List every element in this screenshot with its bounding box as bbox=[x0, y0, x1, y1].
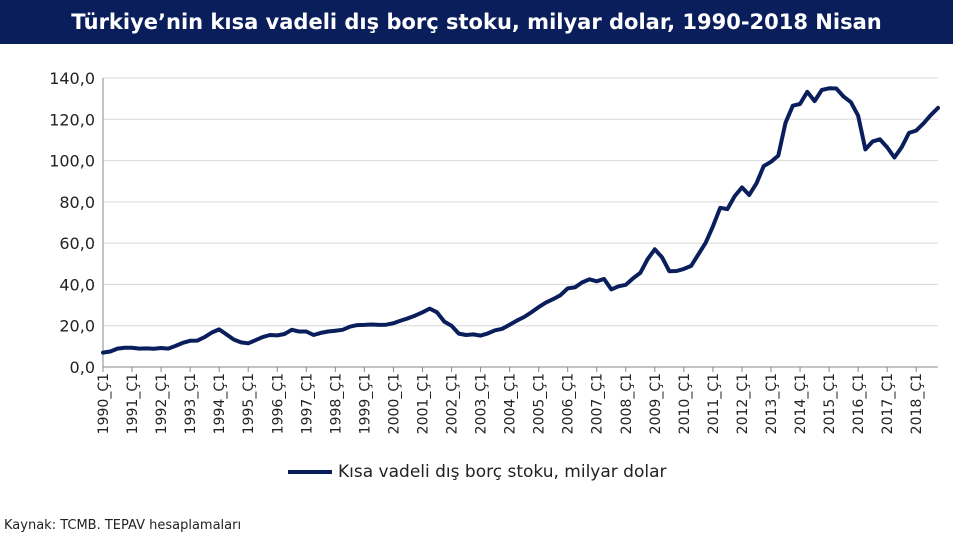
x-tick-label: 1993_Ç1 bbox=[183, 373, 199, 434]
y-tick-label: 120,0 bbox=[49, 110, 95, 129]
x-tick-label: 2017_Ç1 bbox=[880, 373, 896, 434]
legend: Kısa vadeli dış borç stoku, milyar dolar bbox=[288, 460, 667, 484]
y-tick-label: 140,0 bbox=[49, 69, 95, 88]
x-tick-label: 1996_Ç1 bbox=[270, 373, 286, 434]
chart-title: Türkiye’nin kısa vadeli dış borç stoku, … bbox=[71, 10, 882, 34]
x-tick-label: 2018_Ç1 bbox=[909, 373, 925, 434]
y-tick-label: 20,0 bbox=[59, 317, 95, 336]
y-tick-label: 80,0 bbox=[59, 193, 95, 212]
x-tick-label: 2010_Ç1 bbox=[677, 373, 693, 434]
x-tick-label: 2011_Ç1 bbox=[706, 373, 722, 434]
x-tick-label: 2013_Ç1 bbox=[764, 373, 780, 434]
x-tick-label: 2014_Ç1 bbox=[793, 373, 809, 434]
x-tick-label: 2016_Ç1 bbox=[851, 373, 867, 434]
x-tick-label: 2015_Ç1 bbox=[822, 373, 838, 434]
x-tick-label: 2002_Ç1 bbox=[445, 373, 461, 434]
x-tick-label: 1992_Ç1 bbox=[154, 373, 170, 434]
x-tick-label: 2000_Ç1 bbox=[386, 373, 402, 434]
x-tick-label: 1995_Ç1 bbox=[241, 373, 257, 434]
x-tick-label: 1999_Ç1 bbox=[357, 373, 373, 434]
x-tick-label: 2008_Ç1 bbox=[619, 373, 635, 434]
x-tick-label: 2012_Ç1 bbox=[735, 373, 751, 434]
x-tick-label: 1998_Ç1 bbox=[328, 373, 344, 434]
x-tick-label: 2004_Ç1 bbox=[503, 373, 519, 434]
series-line bbox=[101, 86, 940, 355]
x-tick-label: 1991_Ç1 bbox=[125, 373, 141, 434]
chart-title-bar: Türkiye’nin kısa vadeli dış borç stoku, … bbox=[0, 0, 953, 44]
y-tick-label: 60,0 bbox=[59, 234, 95, 253]
x-tick-label: 2006_Ç1 bbox=[561, 373, 577, 434]
legend-label: Kısa vadeli dış borç stoku, milyar dolar bbox=[338, 462, 667, 482]
source-note: Kaynak: TCMB. TEPAV hesaplamaları bbox=[4, 518, 242, 533]
x-tick-label: 2005_Ç1 bbox=[532, 373, 548, 434]
x-tick-label: 2001_Ç1 bbox=[415, 373, 431, 434]
y-tick-label: 0,0 bbox=[70, 358, 95, 377]
x-tick-label: 2003_Ç1 bbox=[474, 373, 490, 434]
y-tick-label: 40,0 bbox=[59, 275, 95, 294]
x-tick-label: 1990_Ç1 bbox=[96, 373, 112, 434]
x-tick-label: 1994_Ç1 bbox=[212, 373, 228, 434]
y-tick-label: 100,0 bbox=[49, 152, 95, 171]
x-tick-label: 2009_Ç1 bbox=[648, 373, 664, 434]
legend-swatch bbox=[288, 470, 332, 474]
x-tick-label: 2007_Ç1 bbox=[590, 373, 606, 434]
chart-area: 0,0 20,0 40,0 60,0 80,0 100,0 120,0 140,0 1990_Ç… bbox=[49, 69, 940, 434]
x-tick-label: 1997_Ç1 bbox=[299, 373, 315, 434]
